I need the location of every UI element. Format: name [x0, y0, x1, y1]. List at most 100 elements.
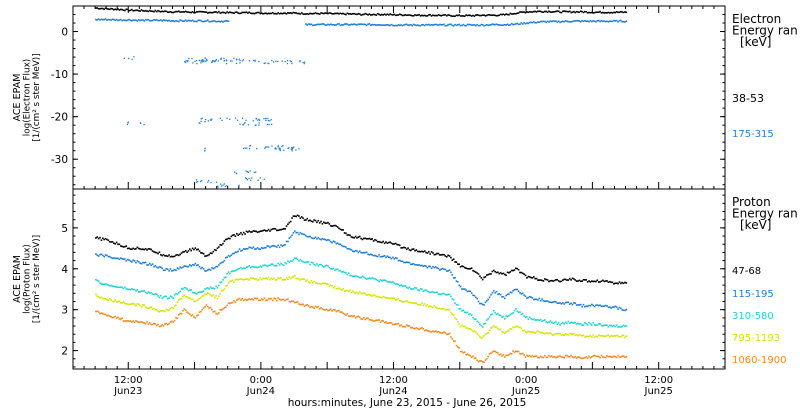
- data-point: [615, 282, 618, 285]
- data-point: [198, 265, 201, 268]
- data-point: [162, 296, 165, 298]
- data-point: [556, 302, 559, 305]
- data-point: [231, 270, 234, 272]
- data-point: [119, 286, 122, 288]
- data-point: [386, 13, 389, 16]
- series-115-195: [95, 230, 628, 312]
- data-point: [426, 290, 429, 293]
- data-point: [559, 21, 561, 24]
- data-point: [242, 124, 244, 126]
- data-point: [610, 335, 612, 337]
- data-point: [501, 24, 503, 26]
- data-point: [201, 266, 204, 269]
- data-point: [559, 355, 561, 357]
- data-point: [336, 309, 339, 312]
- data-point: [206, 19, 209, 21]
- data-point: [488, 24, 491, 26]
- data-point: [244, 248, 246, 250]
- data-point: [382, 240, 385, 243]
- data-point: [357, 315, 360, 318]
- data-point: [451, 15, 454, 18]
- data-point: [537, 21, 539, 23]
- data-point: [153, 293, 155, 296]
- data-point: [200, 118, 202, 120]
- data-point: [220, 261, 223, 264]
- series-310-580: [95, 257, 628, 328]
- data-point: [452, 277, 455, 279]
- data-point: [376, 255, 379, 258]
- data-point: [570, 279, 572, 281]
- data-point: [331, 24, 333, 26]
- data-point: [564, 354, 567, 357]
- data-point: [252, 266, 255, 268]
- data-point: [186, 60, 189, 63]
- data-point: [386, 242, 389, 245]
- data-point: [331, 268, 333, 270]
- data-point: [291, 148, 294, 150]
- data-point: [183, 294, 186, 297]
- data-point: [129, 303, 132, 305]
- data-point: [595, 11, 597, 14]
- data-point: [216, 297, 219, 300]
- data-point: [339, 228, 342, 231]
- data-point: [358, 13, 361, 15]
- data-point: [316, 23, 318, 26]
- data-point: [111, 18, 114, 21]
- data-point: [97, 295, 100, 298]
- data-point: [515, 308, 517, 310]
- data-point: [541, 279, 543, 282]
- data-point: [334, 12, 336, 15]
- data-point: [444, 293, 447, 296]
- data-point: [227, 254, 230, 257]
- data-point: [224, 285, 227, 287]
- data-point: [252, 120, 254, 122]
- data-point: [396, 243, 398, 246]
- data-point: [198, 311, 201, 314]
- data-point: [559, 302, 561, 304]
- data-point: [220, 185, 223, 187]
- data-point: [97, 18, 100, 20]
- data-point: [571, 11, 574, 13]
- data-point: [492, 23, 495, 26]
- data-point: [103, 18, 105, 21]
- data-point: [415, 327, 418, 329]
- data-point: [433, 23, 436, 26]
- data-point: [255, 297, 257, 300]
- data-point: [404, 285, 407, 287]
- data-point: [385, 321, 387, 323]
- data-point: [140, 19, 143, 21]
- data-point: [611, 306, 614, 308]
- data-point: [416, 14, 419, 16]
- data-point: [374, 320, 376, 322]
- data-point: [430, 24, 433, 26]
- legend-entry: 175-315: [732, 129, 774, 140]
- data-point: [394, 242, 397, 245]
- data-point: [248, 298, 251, 300]
- data-point: [233, 12, 235, 15]
- data-point: [358, 250, 361, 252]
- data-point: [128, 9, 130, 12]
- data-point: [186, 265, 188, 268]
- data-point: [574, 321, 577, 324]
- data-point: [422, 265, 425, 268]
- data-point: [110, 299, 112, 301]
- data-point: [177, 291, 180, 294]
- data-point: [502, 24, 505, 26]
- data-point: [574, 11, 577, 14]
- data-point: [515, 350, 517, 353]
- data-point: [396, 14, 398, 16]
- data-point: [425, 289, 427, 292]
- data-point: [461, 265, 463, 267]
- data-point: [537, 299, 539, 301]
- data-point: [596, 336, 599, 338]
- data-point: [148, 306, 151, 309]
- data-point: [186, 288, 188, 290]
- data-point: [310, 261, 313, 264]
- data-point: [201, 308, 204, 311]
- data-point: [239, 59, 241, 62]
- data-point: [128, 303, 130, 306]
- data-point: [131, 8, 133, 11]
- data-point: [294, 301, 296, 304]
- data-point: [542, 356, 545, 359]
- data-point: [236, 119, 239, 121]
